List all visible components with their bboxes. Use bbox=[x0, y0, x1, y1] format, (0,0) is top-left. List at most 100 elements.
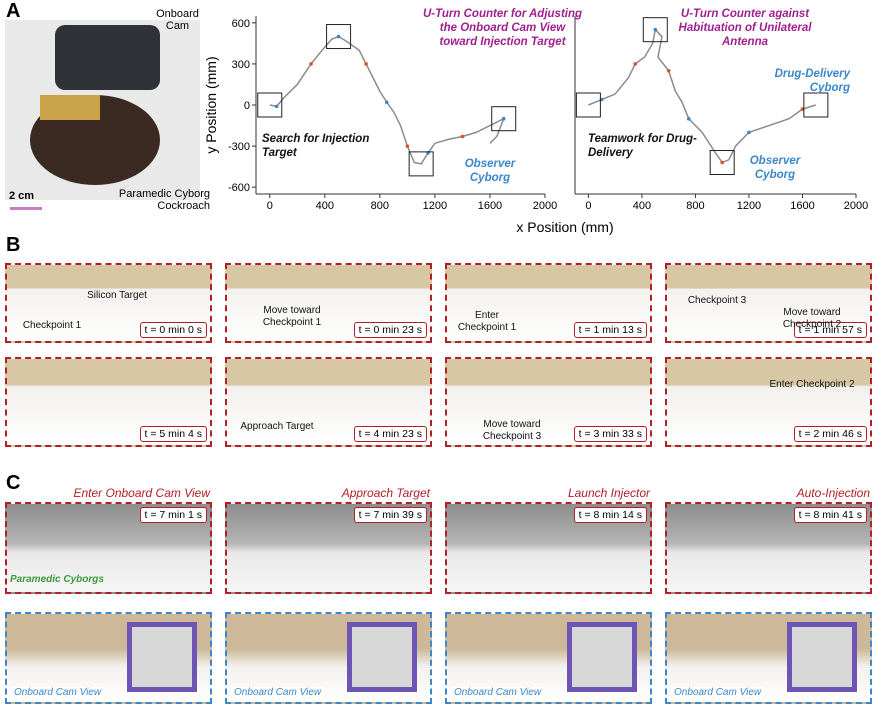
x-tick-label: 1200 bbox=[737, 200, 761, 212]
frame-time: t = 1 min 57 s bbox=[793, 322, 867, 338]
frame-note: Move toward Checkpoint 2 bbox=[782, 307, 842, 330]
trajectory-point bbox=[309, 62, 313, 66]
column-title: Enter Onboard Cam View bbox=[73, 486, 210, 500]
video-frame: t = 3 min 33 s Move toward Checkpoint 3 bbox=[445, 357, 652, 447]
cockroach-label: Paramedic Cyborg Cockroach bbox=[118, 188, 210, 212]
x-tick-label: 2000 bbox=[533, 200, 557, 212]
onboard-frame: Onboard Cam View bbox=[445, 612, 652, 704]
trajectory-point bbox=[653, 27, 658, 32]
frame-time: t = 0 min 23 s bbox=[353, 322, 427, 338]
video-frame: t = 5 min 4 s bbox=[5, 357, 212, 447]
y-tick-label: 300 bbox=[232, 59, 250, 71]
panel-label: C bbox=[6, 472, 21, 494]
onboard-frame: Onboard Cam View bbox=[5, 612, 212, 704]
x-tick-label: 400 bbox=[633, 200, 651, 212]
trajectory-point bbox=[364, 62, 368, 66]
checkpoint-box bbox=[803, 92, 829, 118]
trajectory-point bbox=[405, 144, 410, 148]
frame-time: t = 7 min 39 s bbox=[353, 507, 427, 523]
cam-frame: t = 8 min 14 s bbox=[445, 502, 652, 594]
chart-annotation: Search for Injection Target bbox=[262, 133, 370, 159]
target-screen bbox=[567, 622, 637, 692]
scale-bar bbox=[10, 207, 42, 210]
target-screen bbox=[347, 622, 417, 692]
column-title: Launch Injector bbox=[567, 486, 650, 500]
chart-annotation: Observer Cyborg bbox=[464, 158, 516, 184]
column-title: Approach Target bbox=[341, 486, 430, 500]
frame-note: Move toward Checkpoint 3 bbox=[482, 419, 542, 442]
frame-time: t = 0 min 0 s bbox=[139, 322, 207, 338]
x-tick-label: 2000 bbox=[844, 200, 868, 212]
view-label: Onboard Cam View bbox=[671, 687, 765, 698]
trajectory-point bbox=[384, 100, 389, 105]
trajectory bbox=[588, 28, 817, 164]
frame-time: t = 7 min 1 s bbox=[139, 507, 207, 523]
trajectory-point bbox=[336, 34, 341, 39]
onboard-frame: Onboard Cam View bbox=[665, 612, 872, 704]
frame-time: t = 1 min 13 s bbox=[573, 322, 647, 338]
checkpoint-box bbox=[326, 24, 352, 50]
trajectory-point bbox=[686, 116, 691, 121]
checkpoint-box bbox=[575, 92, 601, 118]
chart-annotation: U-Turn Counter against Habituation of Un… bbox=[678, 8, 812, 48]
panel-label: B bbox=[6, 234, 21, 256]
frame-time: t = 2 min 46 s bbox=[793, 426, 867, 442]
video-frame: t = 2 min 46 s Enter Checkpoint 2 bbox=[665, 357, 872, 447]
trajectory-point bbox=[633, 62, 638, 66]
trajectory-point bbox=[720, 160, 724, 165]
video-frame: t = 0 min 0 s Silicon Target Checkpoint 1 bbox=[5, 263, 212, 343]
x-tick-label: 1200 bbox=[423, 200, 447, 212]
frame-note: Enter Checkpoint 2 bbox=[769, 379, 855, 390]
cam-frame: t = 8 min 41 s bbox=[665, 502, 872, 594]
y-tick-label: 0 bbox=[244, 100, 250, 112]
scale-label: 2 cm bbox=[9, 190, 35, 202]
backpack bbox=[40, 95, 100, 120]
trajectory-point bbox=[747, 130, 751, 135]
chart-annotation: Observer Cyborg bbox=[749, 155, 801, 181]
onboard-frame: Onboard Cam View bbox=[225, 612, 432, 704]
video-frame: t = 1 min 13 s Enter Checkpoint 1 bbox=[445, 263, 652, 343]
trajectory-charts: 0 400 800 1200 1600 2000 -600 -300 0 300 600 x Posi… bbox=[5, 16, 868, 235]
y-tick-label: -300 bbox=[228, 141, 250, 153]
x-tick-label: 800 bbox=[371, 200, 389, 212]
chart-annotation: Teamwork for Drug-Delivery bbox=[588, 133, 697, 159]
frame-note: Checkpoint 3 bbox=[687, 295, 747, 306]
x-tick-label: 1600 bbox=[790, 200, 814, 212]
frame-note: Approach Target bbox=[240, 421, 314, 432]
y-tick-label: 600 bbox=[232, 18, 250, 30]
frame-time: t = 8 min 41 s bbox=[793, 507, 867, 523]
checkpoint-box bbox=[491, 106, 517, 132]
cam-frame: t = 7 min 1 s bbox=[5, 502, 212, 594]
frame-time: t = 8 min 14 s bbox=[573, 507, 647, 523]
x-tick-label: 0 bbox=[585, 200, 591, 212]
y-axis-label: y Position (mm) bbox=[203, 56, 219, 153]
trajectory-point bbox=[274, 104, 279, 109]
view-label: Onboard Cam View bbox=[231, 687, 325, 698]
x-tick-label: 800 bbox=[686, 200, 704, 212]
checkpoint-box bbox=[642, 17, 668, 43]
frame-time: t = 4 min 23 s bbox=[353, 426, 427, 442]
video-frame: t = 0 min 23 s Move toward Checkpoint 1 bbox=[225, 263, 432, 343]
x-tick-label: 1600 bbox=[478, 200, 502, 212]
frame-time: t = 5 min 4 s bbox=[139, 426, 207, 442]
view-label: Onboard Cam View bbox=[451, 687, 545, 698]
panel-label: A bbox=[6, 0, 21, 22]
chart-annotation: U-Turn Counter for Adjusting the Onboard… bbox=[422, 8, 583, 48]
frame-note: Checkpoint 1 bbox=[22, 320, 82, 331]
video-frame: t = 4 min 23 s Approach Target bbox=[225, 357, 432, 447]
trajectory bbox=[269, 35, 506, 165]
cam-frame: t = 7 min 39 s bbox=[225, 502, 432, 594]
x-axis-label: x Position (mm) bbox=[516, 219, 613, 235]
checkpoint-box bbox=[408, 151, 434, 177]
cyborg-label: Paramedic Cyborgs bbox=[10, 574, 104, 585]
checkpoint-box bbox=[709, 150, 735, 176]
cam-label: Onboard Cam bbox=[156, 8, 199, 32]
onboard-cam bbox=[55, 25, 160, 90]
trajectory-point bbox=[460, 134, 465, 139]
frame-note: Enter Checkpoint 1 bbox=[457, 310, 517, 333]
y-tick-label: -600 bbox=[228, 182, 250, 194]
frame-note: Silicon Target bbox=[87, 290, 147, 301]
target-screen bbox=[787, 622, 857, 692]
column-title: Auto-Injection bbox=[796, 486, 870, 500]
checkpoint-box bbox=[257, 92, 283, 118]
